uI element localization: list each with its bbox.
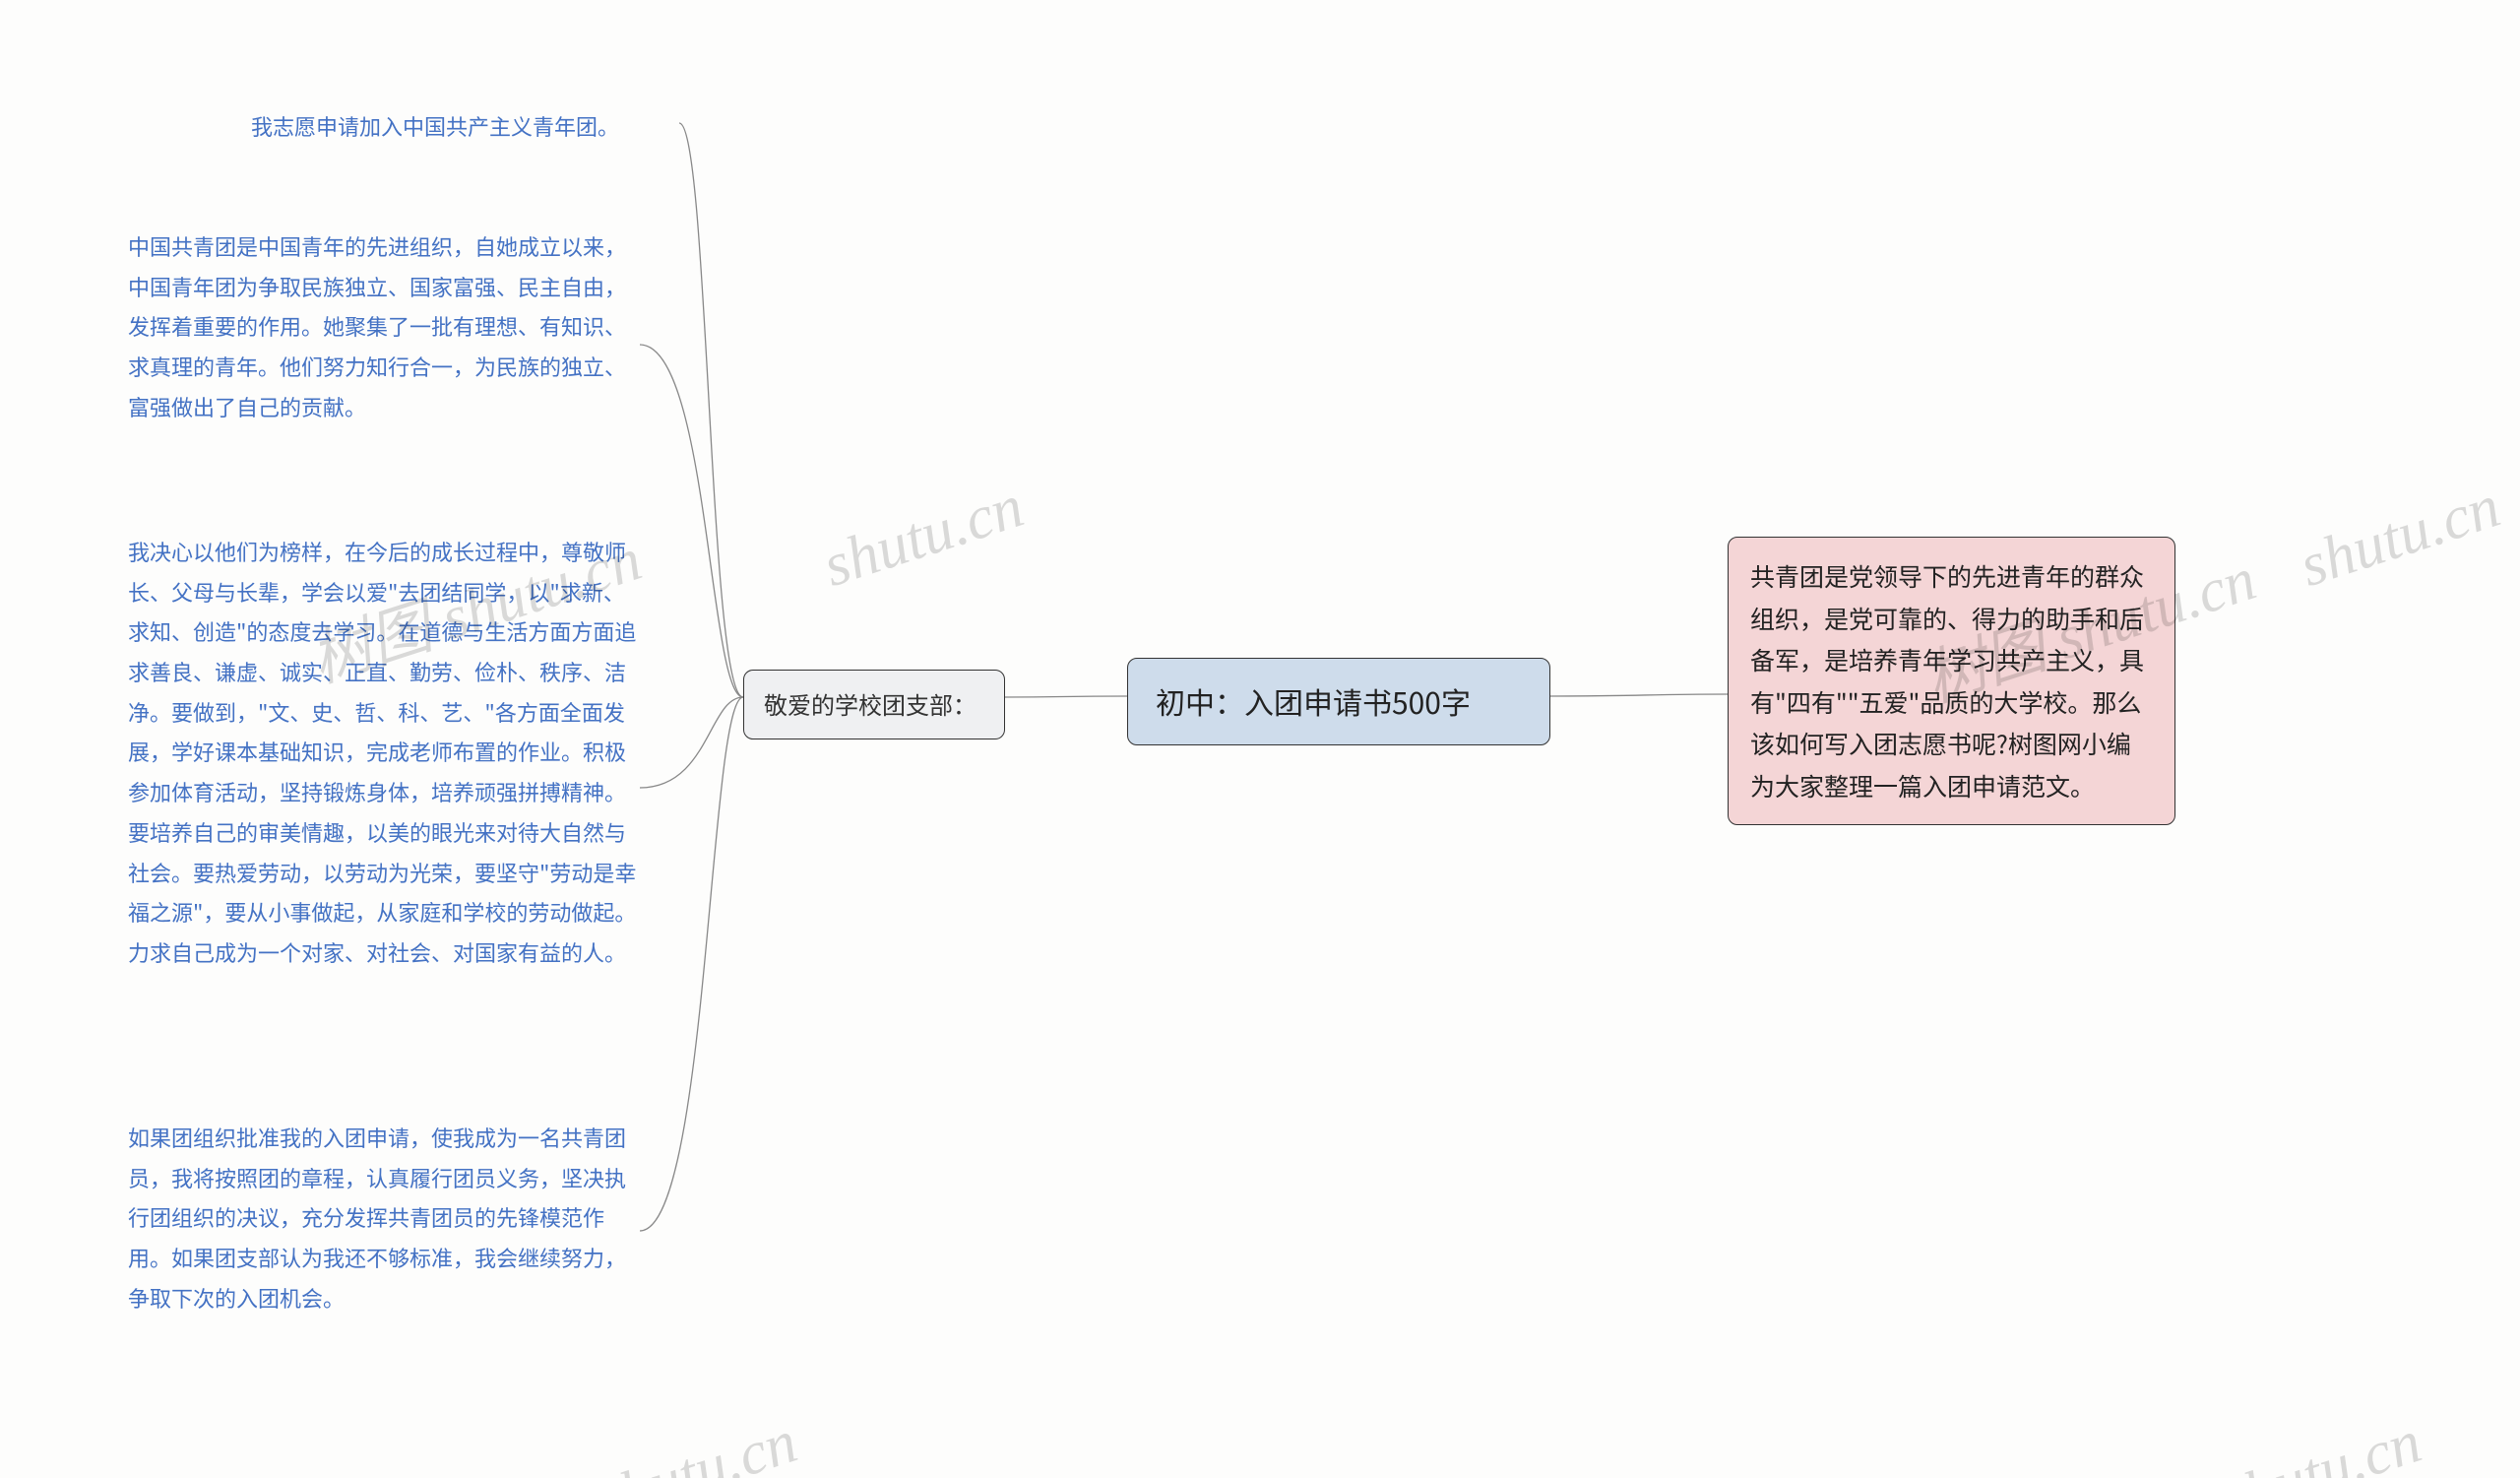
leaf-paragraph-2: 中国共青团是中国青年的先进组织，自她成立以来，中国青年团为争取民族独立、国家富强… (128, 226, 640, 426)
watermark-3: shutu.cn (815, 472, 1032, 602)
watermark-5-text: shutu.cn (2213, 1408, 2428, 1478)
edge-salutation-leaf4 (640, 697, 743, 1231)
watermark-5: shutu.cn (2213, 1407, 2429, 1478)
edge-salutation-leaf1 (679, 123, 743, 697)
edge-salutation-leaf2 (640, 345, 743, 697)
edge-salutation-leaf3 (640, 697, 743, 788)
salutation-node: 敬爱的学校团支部： (743, 670, 1005, 739)
salutation-text: 敬爱的学校团支部： (764, 686, 976, 721)
watermark-2-text: shutu.cn (589, 1408, 804, 1478)
leaf-2-text: 中国共青团是中国青年的先进组织，自她成立以来，中国青年团为争取民族独立、国家富强… (128, 230, 626, 422)
watermark-3-text: shutu.cn (815, 473, 1031, 600)
right-branch-text: 共青团是党领导下的先进青年的群众组织，是党可靠的、得力的助手和后备军，是培养青年… (1750, 558, 2144, 803)
edge-center-right (1550, 694, 1728, 696)
mindmap-canvas: 初中：入团申请书500字 共青团是党领导下的先进青年的群众组织，是党可靠的、得力… (0, 0, 2520, 1478)
center-node: 初中：入团申请书500字 (1127, 658, 1550, 745)
leaf-paragraph-1: 我志愿申请加入中国共产主义青年团。 (251, 106, 684, 147)
leaf-4-text: 如果团组织批准我的入团申请，使我成为一名共青团员，我将按照团的章程，认真履行团员… (128, 1122, 626, 1314)
right-branch-node: 共青团是党领导下的先进青年的群众组织，是党可靠的、得力的助手和后备军，是培养青年… (1728, 537, 2175, 825)
leaf-paragraph-3: 我决心以他们为榜样，在今后的成长过程中，尊敬师长、父母与长辈，学会以爱"去团结同… (128, 532, 640, 973)
watermark-6-text: shutu.cn (2292, 473, 2507, 600)
watermark-2: shutu.cn (589, 1407, 805, 1478)
watermark-6: shutu.cn (2292, 472, 2508, 602)
leaf-paragraph-4: 如果团组织批准我的入团申请，使我成为一名共青团员，我将按照团的章程，认真履行团员… (128, 1118, 640, 1317)
edge-center-salutation (1005, 696, 1127, 697)
leaf-3-text: 我决心以他们为榜样，在今后的成长过程中，尊敬师长、父母与长辈，学会以爱"去团结同… (128, 536, 636, 968)
leaf-1-text: 我志愿申请加入中国共产主义青年团。 (251, 110, 619, 142)
center-node-text: 初中：入团申请书500字 (1156, 679, 1471, 723)
